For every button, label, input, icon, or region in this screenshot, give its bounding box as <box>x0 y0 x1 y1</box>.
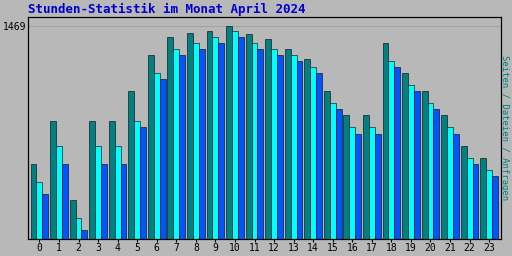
Bar <box>154 73 160 256</box>
Bar <box>265 39 271 256</box>
Bar <box>56 146 62 256</box>
Bar <box>148 55 154 256</box>
Bar <box>304 59 310 256</box>
Bar <box>129 91 134 256</box>
Bar <box>408 85 414 256</box>
Bar <box>50 121 56 256</box>
Bar <box>296 61 303 256</box>
Bar <box>109 121 115 256</box>
Bar <box>402 73 408 256</box>
Bar <box>179 55 185 256</box>
Bar <box>434 109 439 256</box>
Bar <box>285 49 291 256</box>
Bar <box>389 61 394 256</box>
Bar <box>363 115 369 256</box>
Bar <box>251 43 258 256</box>
Bar <box>246 34 251 256</box>
Bar <box>382 43 389 256</box>
Bar <box>447 127 453 256</box>
Bar <box>291 55 296 256</box>
Bar <box>466 158 473 256</box>
Bar <box>480 158 486 256</box>
Bar <box>310 67 316 256</box>
Y-axis label: Seiten / Dateien / Anfragen: Seiten / Dateien / Anfragen <box>500 56 509 201</box>
Bar <box>336 109 342 256</box>
Bar <box>330 103 336 256</box>
Bar <box>226 26 232 256</box>
Bar <box>62 164 68 256</box>
Bar <box>89 121 95 256</box>
Bar <box>394 67 400 256</box>
Bar <box>258 49 263 256</box>
Bar <box>31 164 36 256</box>
Bar <box>212 37 218 256</box>
Bar <box>428 103 434 256</box>
Bar <box>81 230 88 256</box>
Bar <box>277 55 283 256</box>
Bar <box>76 218 81 256</box>
Bar <box>271 49 277 256</box>
Bar <box>120 164 126 256</box>
Bar <box>140 127 146 256</box>
Bar <box>160 79 165 256</box>
Bar <box>115 146 120 256</box>
Bar <box>95 146 101 256</box>
Bar <box>232 31 238 256</box>
Bar <box>414 91 420 256</box>
Bar <box>218 43 224 256</box>
Bar <box>349 127 355 256</box>
Bar <box>324 91 330 256</box>
Bar <box>441 115 447 256</box>
Bar <box>167 37 174 256</box>
Bar <box>42 194 48 256</box>
Bar <box>486 170 492 256</box>
Bar <box>492 176 498 256</box>
Bar <box>187 33 193 256</box>
Bar <box>193 43 199 256</box>
Bar <box>316 73 322 256</box>
Bar <box>369 127 375 256</box>
Bar <box>134 121 140 256</box>
Bar <box>206 31 212 256</box>
Bar <box>453 134 459 256</box>
Bar <box>174 49 179 256</box>
Bar <box>375 134 380 256</box>
Bar <box>461 146 466 256</box>
Bar <box>355 134 361 256</box>
Bar <box>36 182 42 256</box>
Bar <box>70 200 76 256</box>
Bar <box>101 164 107 256</box>
Bar <box>422 91 428 256</box>
Bar <box>199 49 205 256</box>
Text: Stunden-Statistik im Monat April 2024: Stunden-Statistik im Monat April 2024 <box>28 3 305 16</box>
Bar <box>344 115 349 256</box>
Bar <box>238 37 244 256</box>
Bar <box>473 164 478 256</box>
